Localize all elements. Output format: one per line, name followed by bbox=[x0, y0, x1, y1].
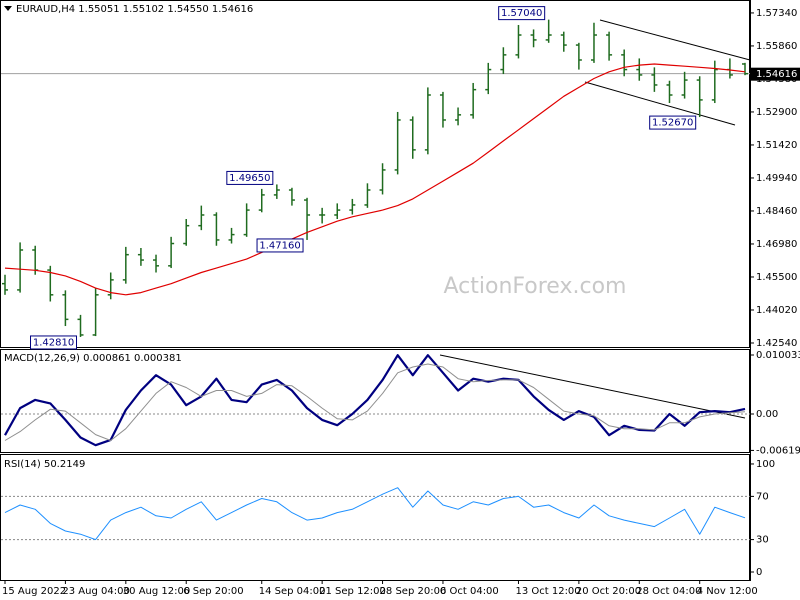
x-tick-label: 6 Sep 20:00 bbox=[183, 586, 243, 597]
x-tick-label: 6 Oct 04:00 bbox=[440, 586, 499, 597]
y-tick-label: 1.48460 bbox=[756, 206, 797, 217]
y-tick-label: 0.00 bbox=[756, 409, 778, 420]
y-tick-label: 0.010033 bbox=[756, 350, 800, 361]
x-tick-label: 20 Oct 20:00 bbox=[576, 586, 641, 597]
last-price-label: 1.54616 bbox=[756, 69, 797, 80]
y-tick-label: -0.006193 bbox=[756, 445, 800, 456]
y-tick-label: 1.42540 bbox=[756, 338, 797, 349]
y-tick-label: 1.55860 bbox=[756, 41, 797, 52]
x-tick-label: 14 Sep 04:00 bbox=[259, 586, 326, 597]
annotation-label: 1.52670 bbox=[652, 118, 693, 129]
x-tick-label: 23 Aug 04:00 bbox=[62, 586, 129, 597]
rsi-line bbox=[4, 487, 746, 541]
panel-title: MACD(12,26,9) 0.000861 0.000381 bbox=[4, 353, 182, 364]
annotation-box bbox=[498, 6, 546, 21]
annotation-box bbox=[226, 170, 274, 185]
macd-trendline bbox=[439, 354, 746, 419]
x-tick-label: 13 Oct 12:00 bbox=[515, 586, 580, 597]
panel-title: RSI(14) 50.2149 bbox=[4, 459, 85, 470]
last-price-box bbox=[750, 67, 800, 81]
annotation-label: 1.47160 bbox=[259, 240, 300, 251]
macd-line bbox=[4, 354, 746, 447]
annotation-label: 1.57040 bbox=[501, 8, 542, 19]
annotation-box bbox=[256, 238, 304, 253]
moving-average bbox=[4, 63, 746, 296]
x-tick-label: 28 Sep 20:00 bbox=[380, 586, 447, 597]
menu-arrow bbox=[4, 6, 12, 11]
annotation-box bbox=[649, 115, 697, 130]
y-tick-label: 0 bbox=[756, 567, 762, 578]
price-annotation: 1.49650 bbox=[226, 170, 274, 185]
y-tick-label: 1.51420 bbox=[756, 140, 797, 151]
channel-top bbox=[599, 19, 751, 61]
price-annotation: 1.52670 bbox=[649, 115, 697, 130]
annotation-box bbox=[30, 335, 78, 350]
price-annotation: 1.42810 bbox=[30, 335, 78, 350]
y-tick-label: 1.49940 bbox=[756, 173, 797, 184]
price-annotation: 1.57040 bbox=[498, 6, 546, 21]
annotation-label: 1.42810 bbox=[33, 337, 74, 348]
x-tick-label: 4 Nov 12:00 bbox=[697, 586, 758, 597]
watermark: ActionForex.com bbox=[444, 274, 627, 299]
x-tick-label: 21 Sep 12:00 bbox=[319, 586, 386, 597]
x-tick-label: 30 Aug 12:00 bbox=[123, 586, 190, 597]
y-tick-label: 1.44020 bbox=[756, 305, 797, 316]
x-tick-label: 28 Oct 04:00 bbox=[636, 586, 701, 597]
annotation-label: 1.49650 bbox=[229, 173, 270, 184]
panel-title: EURAUD,H4 1.55051 1.55102 1.54550 1.5461… bbox=[16, 4, 253, 15]
rsi-panel bbox=[0, 454, 750, 581]
y-tick-label: 1.57340 bbox=[756, 8, 797, 19]
main-panel bbox=[0, 0, 750, 348]
y-tick-label: 1.52900 bbox=[756, 107, 797, 118]
y-tick-label: 1.46980 bbox=[756, 239, 797, 250]
x-tick-label: 15 Aug 2022 bbox=[2, 586, 66, 597]
price-annotation: 1.47160 bbox=[256, 238, 304, 253]
y-tick-label: 100 bbox=[756, 459, 775, 470]
macd-panel bbox=[0, 349, 750, 453]
channel-bottom bbox=[584, 81, 736, 126]
y-tick-label: 70 bbox=[756, 491, 769, 502]
signal-line bbox=[4, 363, 746, 441]
y-tick-label: 30 bbox=[756, 535, 769, 546]
y-tick-label: 1.45500 bbox=[756, 272, 797, 283]
